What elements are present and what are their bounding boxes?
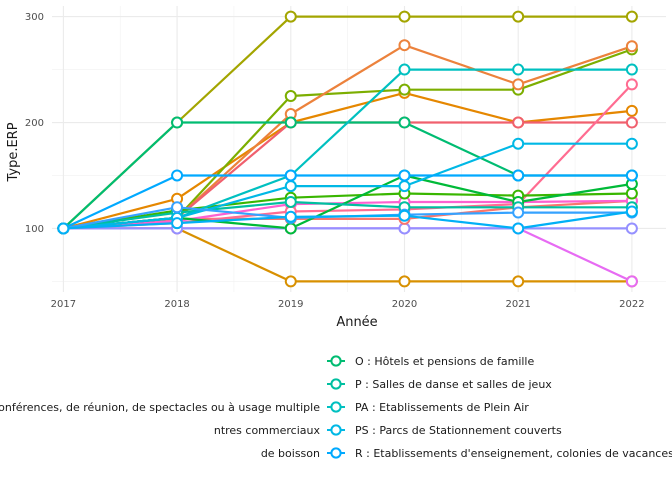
series-line-14 <box>63 200 632 230</box>
x-tick-label: 2022 <box>619 299 644 310</box>
series-point-17 <box>625 169 638 182</box>
series-point-18 <box>512 206 525 219</box>
legend-label: O : Hôtels et pensions de famille <box>355 355 534 368</box>
x-axis-title: Année <box>336 315 377 330</box>
legend-label: PS : Parcs de Stationnement couverts <box>355 424 562 437</box>
y-axis-title: Type.ERP <box>6 122 21 182</box>
series-point-7 <box>625 40 638 53</box>
series-point-16 <box>398 180 411 193</box>
legend-label: ntres commerciaux <box>214 424 321 437</box>
legend-label: R : Etablissements d'enseignement, colon… <box>355 447 672 460</box>
series-point-17 <box>284 169 297 182</box>
series-point-1 <box>625 10 638 23</box>
series-point-19 <box>512 222 525 235</box>
series-point-1 <box>398 10 411 23</box>
y-tick-label: 300 <box>25 12 44 23</box>
series-point-16 <box>284 180 297 193</box>
x-tick-label: 2019 <box>278 299 303 310</box>
series-line-11 <box>63 192 632 230</box>
series-point-15 <box>512 63 525 76</box>
series-point-16 <box>512 137 525 150</box>
series-point-18 <box>171 201 184 214</box>
series-point-13 <box>398 116 411 129</box>
series-point-19 <box>398 209 411 222</box>
series-point-5 <box>625 222 638 235</box>
axis-ticks: 2017 2018 2019 2020 2021 2022 100 200 300 <box>25 12 645 310</box>
series-point-13 <box>171 116 184 129</box>
series-point-17 <box>398 169 411 182</box>
series-line-16 <box>63 142 632 230</box>
series-point-0 <box>284 275 297 288</box>
series-points <box>57 10 638 288</box>
x-tick-label: 2020 <box>392 299 417 310</box>
series-point-3 <box>284 90 297 103</box>
series-point-19 <box>284 210 297 223</box>
legend-label: PA : Etablissements de Plein Air <box>355 401 529 414</box>
legend-key <box>327 401 345 413</box>
x-tick-label: 2021 <box>505 299 530 310</box>
series-point-15 <box>398 63 411 76</box>
series-line-19 <box>63 210 633 230</box>
series-point-12 <box>284 222 297 235</box>
legend-key <box>327 424 345 436</box>
series-point-8 <box>625 116 638 129</box>
legend-label: onférences, de réunion, de spectacles ou… <box>0 401 320 414</box>
series-point-19 <box>625 205 638 218</box>
series-point-7 <box>398 39 411 52</box>
series-point-11 <box>625 187 638 200</box>
series-point-2 <box>625 104 638 117</box>
legend-key <box>327 378 345 390</box>
series-point-0 <box>512 275 525 288</box>
y-tick-label: 100 <box>25 224 44 235</box>
legend-label: de boisson <box>261 447 320 460</box>
series-point-16 <box>625 137 638 150</box>
series-point-1 <box>284 10 297 23</box>
series-point-17 <box>512 169 525 182</box>
series-point-1 <box>512 10 525 23</box>
series-point-19 <box>57 222 70 235</box>
series-point-7 <box>512 78 525 91</box>
legend-label: P : Salles de danse et salles de jeux <box>355 378 552 391</box>
series-point-14 <box>284 195 297 208</box>
legend-key <box>327 355 345 367</box>
legend: O : Hôtels et pensions de famille P : Sal… <box>0 355 672 460</box>
series-point-8 <box>512 116 525 129</box>
legend-key <box>327 447 345 459</box>
series-point-15 <box>625 63 638 76</box>
series-point-10 <box>625 78 638 91</box>
series-point-5 <box>398 222 411 235</box>
series-point-13 <box>284 116 297 129</box>
series-point-4 <box>625 275 638 288</box>
series-lines <box>62 15 633 283</box>
series-line-17 <box>62 174 632 230</box>
series-point-19 <box>171 217 184 230</box>
y-tick-label: 200 <box>25 118 44 129</box>
x-tick-label: 2018 <box>164 299 189 310</box>
series-point-0 <box>398 275 411 288</box>
series-line-2 <box>63 91 633 230</box>
series-point-3 <box>398 83 411 96</box>
x-tick-label: 2017 <box>51 299 76 310</box>
series-point-17 <box>171 169 184 182</box>
